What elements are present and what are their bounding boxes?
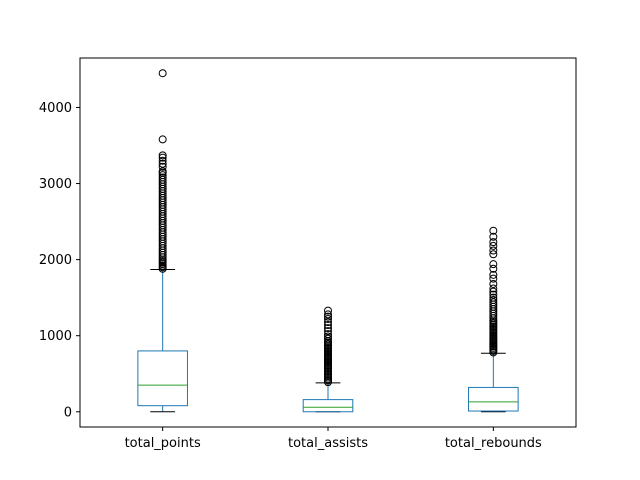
outlier-point bbox=[324, 324, 332, 333]
iqr-box bbox=[468, 386, 519, 412]
outlier-point bbox=[489, 295, 498, 304]
outlier-point bbox=[324, 314, 332, 323]
outlier-point bbox=[489, 260, 498, 269]
outlier-point bbox=[158, 69, 167, 78]
outlier-point bbox=[489, 287, 498, 296]
x-tick-label: total_assists bbox=[288, 436, 368, 451]
outlier-point bbox=[489, 284, 498, 293]
y-tick-label: 0 bbox=[64, 405, 72, 420]
y-axis: 0 1000 2000 3000 4000 bbox=[39, 101, 80, 420]
outlier-point bbox=[158, 156, 167, 165]
outlier-point bbox=[158, 159, 167, 168]
outlier-point bbox=[489, 264, 498, 273]
outlier-point bbox=[489, 290, 498, 299]
outlier-point bbox=[324, 310, 332, 319]
outlier-point bbox=[489, 226, 498, 235]
y-tick-label: 2000 bbox=[39, 253, 72, 268]
x-tick-label: total_points bbox=[125, 436, 201, 451]
outlier-point bbox=[489, 241, 498, 250]
y-tick-label: 1000 bbox=[39, 329, 72, 344]
y-tick-label: 4000 bbox=[39, 101, 72, 116]
outlier-point bbox=[489, 246, 498, 255]
outlier-point bbox=[324, 306, 332, 315]
y-tick-label: 3000 bbox=[39, 177, 72, 192]
x-axis: total_points total_assists total_rebounds bbox=[125, 427, 542, 451]
outlier-point bbox=[489, 238, 498, 247]
boxes-group bbox=[137, 69, 519, 413]
iqr-box bbox=[137, 350, 188, 407]
box-total_points bbox=[137, 69, 188, 413]
outlier-point bbox=[489, 279, 498, 288]
outlier-point bbox=[158, 167, 167, 176]
outlier-point bbox=[158, 162, 167, 171]
outlier-point bbox=[489, 232, 498, 241]
outlier-point bbox=[324, 312, 332, 321]
outlier-point bbox=[158, 153, 167, 162]
outlier-point bbox=[158, 135, 167, 144]
outlier-point bbox=[324, 321, 332, 330]
x-tick-label: total_rebounds bbox=[445, 436, 542, 451]
outlier-point bbox=[324, 330, 332, 339]
outlier-point bbox=[324, 332, 332, 341]
outlier-point bbox=[489, 293, 498, 302]
outlier-point bbox=[324, 327, 332, 336]
outlier-point bbox=[489, 298, 498, 307]
iqr-box bbox=[302, 399, 354, 413]
box-total_rebounds bbox=[468, 226, 519, 413]
outlier-point bbox=[158, 151, 167, 160]
outlier-point bbox=[324, 318, 332, 327]
outlier-point bbox=[489, 250, 498, 259]
outlier-point bbox=[489, 270, 498, 279]
box-total_assists bbox=[302, 306, 354, 413]
outlier-point bbox=[489, 274, 498, 283]
outlier-point bbox=[158, 173, 167, 182]
outlier-point bbox=[158, 171, 167, 180]
outlier-point bbox=[324, 334, 332, 343]
